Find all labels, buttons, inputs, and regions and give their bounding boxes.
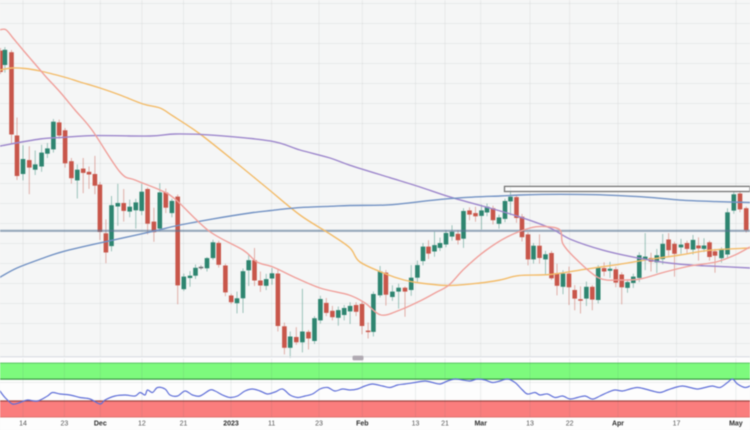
svg-text:Mar: Mar [474, 421, 487, 428]
svg-text:Apr: Apr [612, 421, 624, 428]
svg-text:23: 23 [315, 421, 323, 428]
svg-text:17: 17 [673, 421, 681, 428]
svg-text:23: 23 [61, 421, 69, 428]
svg-text:13: 13 [412, 421, 420, 428]
svg-text:21: 21 [180, 421, 188, 428]
svg-text:13: 13 [526, 421, 534, 428]
svg-text:May: May [729, 421, 743, 428]
svg-text:22: 22 [566, 421, 574, 428]
svg-text:11: 11 [268, 421, 275, 428]
svg-text:12: 12 [138, 421, 146, 428]
svg-text:Dec: Dec [94, 421, 107, 428]
svg-text:Feb: Feb [356, 421, 368, 428]
svg-text:2023: 2023 [223, 421, 239, 428]
svg-text:14: 14 [19, 421, 27, 428]
svg-text:21: 21 [441, 421, 449, 428]
